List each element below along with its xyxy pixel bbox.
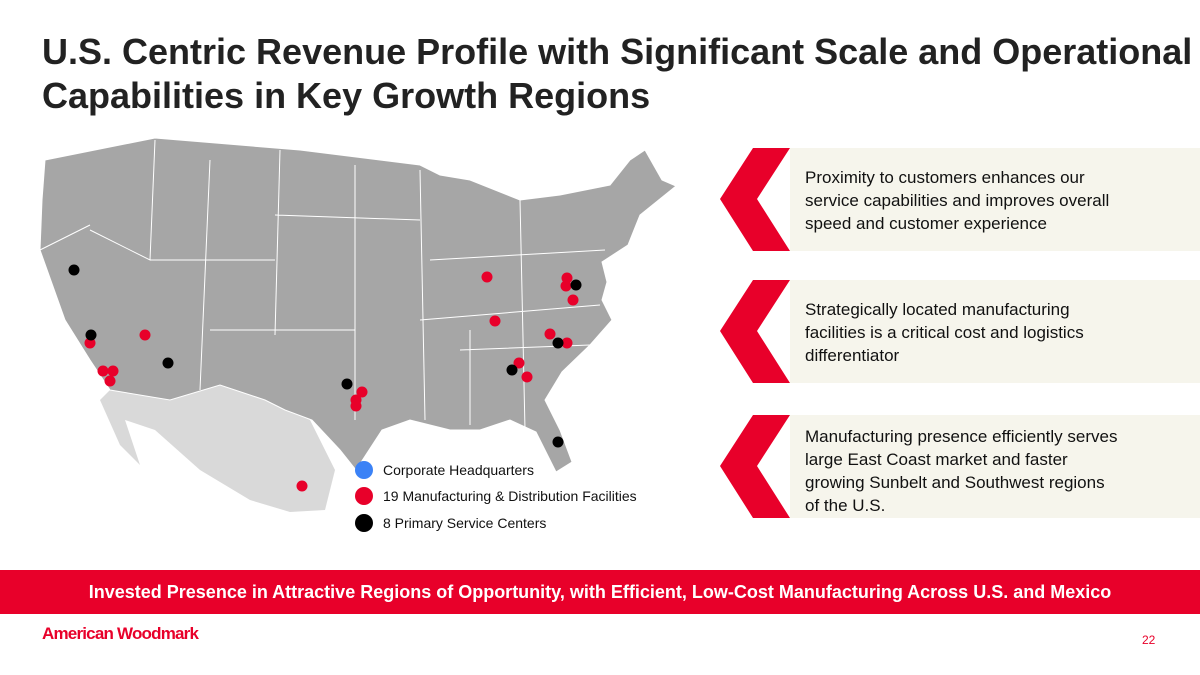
legend-label: Corporate Headquarters	[383, 462, 534, 478]
chevron-left-icon	[720, 415, 1200, 518]
callout-1: Proximity to customers enhances our serv…	[720, 148, 1200, 251]
chevron-left-icon	[720, 148, 1200, 251]
chevron-left-icon	[720, 280, 1200, 383]
us-region	[39, 137, 677, 473]
legend-item-hq: Corporate Headquarters	[355, 461, 534, 479]
red-dot-icon	[355, 487, 373, 505]
facility-markers	[68, 264, 582, 492]
legend-item-facilities: 19 Manufacturing & Distribution Faciliti…	[355, 487, 637, 505]
legend-item-service: 8 Primary Service Centers	[355, 514, 546, 532]
summary-banner: Invested Presence in Attractive Regions …	[0, 570, 1200, 614]
page-title: U.S. Centric Revenue Profile with Signif…	[42, 31, 1193, 116]
mexico-region	[100, 385, 335, 512]
page-number: 22	[1142, 633, 1156, 647]
company-logo: American Woodmark	[42, 624, 199, 643]
callout-2: Strategically located manufacturing faci…	[720, 280, 1200, 383]
legend-label: 8 Primary Service Centers	[383, 515, 547, 531]
us-map	[39, 137, 677, 512]
black-dot-icon	[355, 514, 373, 532]
legend-label: 19 Manufacturing & Distribution Faciliti…	[383, 488, 637, 504]
state-borders	[39, 139, 606, 431]
blue-dot-icon	[355, 461, 373, 479]
callout-text: Proximity to customers enhances our serv…	[805, 168, 1110, 233]
callout-text: Manufacturing presence efficiently serve…	[805, 427, 1118, 515]
callout-text: Strategically located manufacturing faci…	[805, 300, 1084, 365]
callout-3: Manufacturing presence efficiently serve…	[720, 415, 1200, 518]
